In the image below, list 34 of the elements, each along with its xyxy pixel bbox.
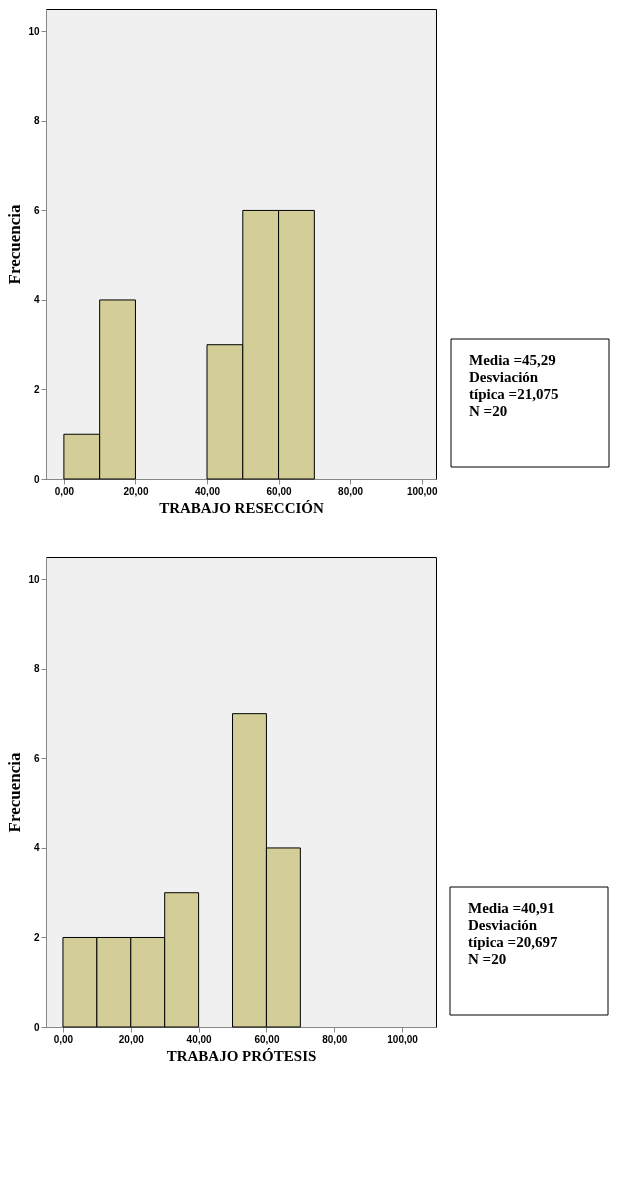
text: Desviación típica =20,697 bbox=[468, 917, 558, 950]
text: Media =40,91 bbox=[468, 900, 555, 916]
y-tick-label: 0 bbox=[33, 473, 40, 485]
x-tick-label: 60,00 bbox=[254, 1033, 280, 1045]
y-tick-label: 2 bbox=[33, 931, 40, 943]
y-tick-label: 6 bbox=[33, 752, 40, 764]
y-tick-label: 8 bbox=[33, 663, 40, 675]
x-tick-label: 60,00 bbox=[266, 485, 293, 497]
y-tick-label: 10 bbox=[28, 25, 40, 37]
text: N =20 bbox=[469, 403, 508, 419]
text: N =20 bbox=[468, 951, 507, 967]
text: Desviación típica =21,075 bbox=[469, 369, 559, 402]
x-tick-label: 100,00 bbox=[406, 485, 438, 497]
x-axis-title: TRABAJO PRÓTESIS bbox=[166, 1047, 317, 1064]
x-tick-label: 100,00 bbox=[387, 1033, 419, 1045]
y-tick-label: 6 bbox=[33, 204, 40, 216]
x-tick-label: 40,00 bbox=[186, 1033, 213, 1045]
y-axis-title: Frecuencia bbox=[5, 204, 25, 285]
x-tick-label: 0,00 bbox=[54, 485, 75, 497]
y-tick-label: 0 bbox=[33, 1021, 40, 1033]
x-tick-label: 20,00 bbox=[118, 1033, 145, 1045]
x-tick-label: 20,00 bbox=[123, 485, 149, 497]
x-tick-label: 80,00 bbox=[322, 1033, 348, 1045]
x-tick-label: 0,00 bbox=[53, 1033, 74, 1045]
y-tick-label: 8 bbox=[33, 115, 40, 127]
text: Media =45,29 bbox=[469, 352, 556, 368]
x-tick-label: 40,00 bbox=[194, 485, 221, 497]
y-tick-label: 10 bbox=[28, 573, 40, 585]
y-tick-label: 4 bbox=[33, 294, 40, 306]
y-axis-title: Frecuencia bbox=[5, 752, 25, 833]
y-tick-label: 4 bbox=[33, 842, 40, 854]
y-tick-label: 2 bbox=[33, 383, 40, 395]
x-tick-label: 80,00 bbox=[338, 485, 364, 497]
x-axis-title: TRABAJO RESECCIÓN bbox=[159, 499, 324, 516]
